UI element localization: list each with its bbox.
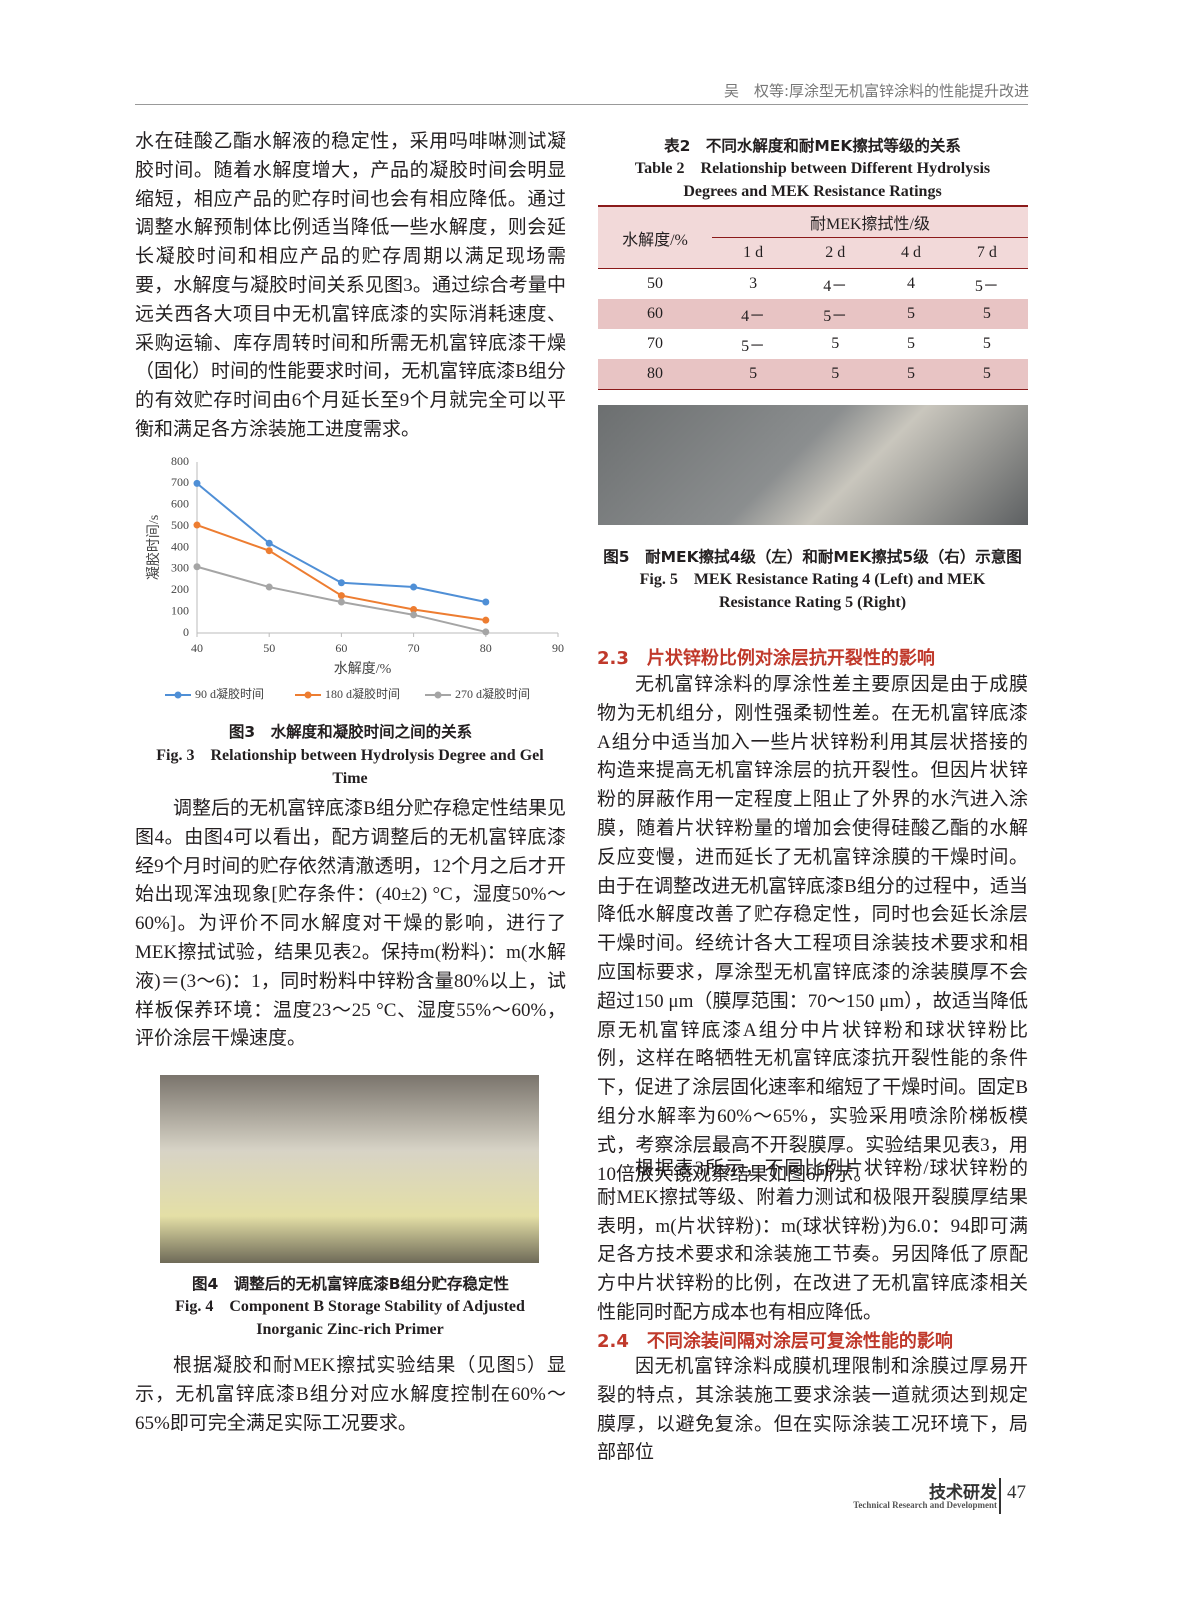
point bbox=[482, 598, 490, 606]
header-cell: 1 d bbox=[743, 244, 764, 261]
table-cell: 5 bbox=[982, 365, 991, 382]
photo bbox=[598, 405, 1028, 525]
table-cell: 5－ bbox=[823, 308, 848, 325]
y-axis-label: 凝胶时间/s bbox=[145, 515, 162, 580]
legend-marker bbox=[434, 691, 442, 699]
point bbox=[482, 616, 490, 624]
legend-label: 180 d凝胶时间 bbox=[325, 686, 400, 701]
paragraph: 根据凝胶和耐MEK擦拭实验结果（见图5）显示，无机富锌底漆B组分对应水解度控制在… bbox=[135, 1355, 566, 1434]
legend-marker bbox=[304, 691, 312, 699]
paragraph: 无机富锌涂料的厚涂性差主要原因是由于成膜物为无机组分，刚性强柔韧性差。在无机富锌… bbox=[597, 674, 1028, 1185]
point bbox=[337, 592, 345, 600]
header-rule bbox=[135, 104, 1028, 105]
y-tick-label: 400 bbox=[171, 539, 189, 553]
footer-section-en: Technical Research and Development bbox=[853, 1500, 997, 1510]
table-caption-en: Table 2 Relationship between Different H… bbox=[634, 160, 991, 200]
table: 水解度/% 耐MEK擦拭性/级 1 d 2 d 4 d 7 d 50 3 4－ 4 5－ 60 4－ 5－… bbox=[598, 205, 1028, 390]
table-row: 80 5 5 5 5 bbox=[598, 359, 1028, 390]
page-number: 47 bbox=[1007, 1482, 1026, 1503]
y-tick-label: 700 bbox=[171, 475, 189, 489]
point bbox=[482, 628, 490, 636]
paragraph: 调整后的无机富锌底漆B组分贮存稳定性结果见图4。由图4可以看出，配方调整后的无机… bbox=[135, 798, 566, 1050]
table-cell: 4－ bbox=[741, 308, 766, 325]
point bbox=[265, 583, 273, 591]
point bbox=[410, 605, 418, 613]
table-row: 60 4－ 5－ 5 5 bbox=[598, 299, 1028, 329]
point bbox=[265, 539, 273, 547]
running-title: 吴 权等:厚涂型无机富锌涂料的性能提升改进 bbox=[723, 82, 1029, 100]
point bbox=[193, 563, 201, 571]
figure-caption: 图4 调整后的无机富锌底漆B组分贮存稳定性 bbox=[191, 1275, 510, 1293]
legend-label: 270 d凝胶时间 bbox=[455, 686, 530, 701]
table-cell: 4－ bbox=[823, 278, 848, 295]
table-cell: 80 bbox=[647, 365, 663, 382]
paragraph: 根据表3所示，不同比例片状锌粉/球状锌粉的耐MEK擦拭等级、附着力测试和极限开裂… bbox=[597, 1158, 1028, 1323]
y-tick-label: 800 bbox=[171, 454, 189, 468]
table-cell: 50 bbox=[647, 275, 663, 292]
header-cell: 7 d bbox=[976, 244, 997, 261]
x-tick-label: 90 bbox=[552, 641, 564, 655]
x-axis-label: 水解度/% bbox=[334, 661, 392, 677]
y-tick-label: 500 bbox=[171, 518, 189, 532]
table-cell: 70 bbox=[647, 335, 663, 352]
figure-caption-en: Fig. 4 Component B Storage Stability of … bbox=[175, 1298, 525, 1338]
x-tick-label: 50 bbox=[263, 641, 275, 655]
point bbox=[265, 547, 273, 555]
footer-section: 技术研发 bbox=[929, 1483, 997, 1503]
header-cell: 耐MEK擦拭性/级 bbox=[712, 206, 1028, 238]
table-cell: 5 bbox=[831, 365, 840, 382]
point bbox=[410, 583, 418, 591]
table-row: 50 3 4－ 4 5－ bbox=[598, 268, 1028, 300]
point bbox=[193, 521, 201, 529]
footer-rule bbox=[999, 1478, 1001, 1514]
figure-caption: 图3 水解度和凝胶时间之间的关系 bbox=[228, 723, 473, 741]
point bbox=[337, 598, 345, 606]
table-caption: 表2 不同水解度和耐MEK擦拭等级的关系 bbox=[664, 137, 961, 155]
header-cell: 水解度/% bbox=[622, 231, 688, 249]
paragraph: 水在硅酸乙酯水解液的稳定性，采用吗啡啉测试凝胶时间。随着水解度增大，产品的凝胶时… bbox=[135, 131, 566, 440]
section-heading: 2.4 不同涂装间隔对涂层可复涂性能的影响 bbox=[597, 1331, 953, 1352]
point bbox=[193, 479, 201, 487]
y-tick-label: 200 bbox=[171, 582, 189, 596]
y-tick-label: 100 bbox=[171, 603, 189, 617]
x-tick-label: 60 bbox=[335, 641, 347, 655]
line bbox=[196, 524, 486, 622]
y-tick-label: 0 bbox=[183, 625, 189, 639]
x-tick-label: 40 bbox=[191, 641, 203, 655]
figure-caption: 图5 耐MEK擦拭4级（左）和耐MEK擦拭5级（右）示意图 bbox=[603, 548, 1022, 566]
header-cell: 2 d bbox=[825, 244, 846, 261]
table-cell: 5 bbox=[982, 305, 991, 322]
table-cell: 5－ bbox=[741, 338, 766, 355]
table-cell: 5 bbox=[907, 335, 916, 352]
legend-marker bbox=[174, 691, 182, 699]
table-cell: 4 bbox=[907, 275, 916, 292]
table-row: 70 5－ 5 5 5 bbox=[598, 329, 1028, 359]
legend-label: 90 d凝胶时间 bbox=[195, 686, 264, 701]
chart: 0 100 200 300 400 500 600 700 800 40 50 60 70 80 90 水解度… bbox=[145, 454, 564, 701]
table-cell: 5 bbox=[749, 365, 758, 382]
figure-caption-en: Fig. 3 Relationship between Hydrolysis D… bbox=[156, 747, 544, 787]
table-cell: 60 bbox=[647, 305, 663, 322]
table-cell: 5 bbox=[831, 335, 840, 352]
table-cell: 5－ bbox=[974, 278, 999, 295]
table-cell: 5 bbox=[907, 305, 916, 322]
y-tick-label: 300 bbox=[171, 561, 189, 575]
table-cell: 3 bbox=[749, 275, 758, 292]
x-tick-label: 80 bbox=[480, 641, 492, 655]
photo bbox=[160, 1075, 539, 1263]
y-tick-label: 600 bbox=[171, 497, 189, 511]
header-row: 水解度/% 耐MEK擦拭性/级 bbox=[598, 206, 1028, 249]
header-cell: 4 d bbox=[901, 244, 922, 261]
section-heading: 2.3 片状锌粉比例对涂层抗开裂性的影响 bbox=[597, 648, 935, 669]
point bbox=[410, 611, 418, 619]
table-cell: 5 bbox=[907, 365, 916, 382]
figure-caption-en: Fig. 5 MEK Resistance Rating 4 (Left) an… bbox=[639, 571, 986, 611]
table-cell: 5 bbox=[982, 335, 991, 352]
table-wrap: 水解度/% 耐MEK擦拭性/级 1 d 2 d 4 d 7 d 50 3 4－ 4 5－ 60 4－ 5－… bbox=[598, 205, 1028, 390]
x-tick-label: 70 bbox=[408, 641, 420, 655]
point bbox=[337, 579, 345, 587]
paragraph: 因无机富锌涂料成膜机理限制和涂膜过厚易开裂的特点，其涂装施工要求涂装一道就须达到… bbox=[597, 1356, 1028, 1464]
